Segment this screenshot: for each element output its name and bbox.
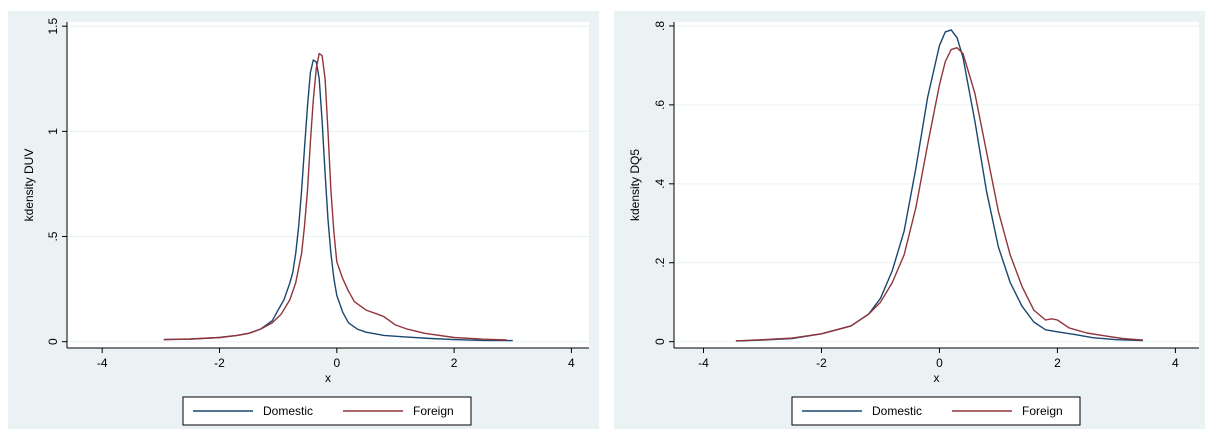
legend-label-domestic: Domestic bbox=[872, 404, 922, 418]
y-tick-label: 0 bbox=[653, 338, 667, 345]
x-tick-label: 2 bbox=[1054, 356, 1061, 370]
x-tick-label: -4 bbox=[97, 356, 108, 370]
legend-label-foreign: Foreign bbox=[413, 404, 454, 418]
y-tick-label: .5 bbox=[46, 231, 60, 241]
series-line-domestic bbox=[163, 59, 513, 342]
x-tick-label: -4 bbox=[698, 356, 709, 370]
y-axis-label: kdensity DQ5 bbox=[628, 149, 642, 221]
chart-panel-1: 0 .5 1 1.5 -4 -2 0 2 4 x kdensity DUV Domestic Forei… bbox=[8, 11, 599, 429]
legend: Domestic Foreign bbox=[182, 396, 472, 426]
plot-area bbox=[67, 22, 589, 348]
x-axis-label: x bbox=[934, 371, 940, 385]
y-tick-label: .4 bbox=[653, 178, 667, 188]
x-tick-label: -2 bbox=[214, 356, 225, 370]
x-tick-label: 0 bbox=[936, 356, 943, 370]
chart-panel-2: 0 .2 .4 .6 .8 -4 -2 0 2 4 x kdensity DQ5 Domestic For… bbox=[614, 11, 1205, 429]
legend-label-foreign: Foreign bbox=[1022, 404, 1063, 418]
series-line-foreign bbox=[735, 47, 1144, 342]
y-tick-label: 1 bbox=[46, 128, 60, 135]
y-axis-label: kdensity DUV bbox=[22, 149, 36, 222]
y-tick-label: 0 bbox=[46, 338, 60, 345]
plot-area bbox=[674, 22, 1199, 348]
x-tick-label: 0 bbox=[333, 356, 340, 370]
x-tick-label: 2 bbox=[451, 356, 458, 370]
x-tick-label: 4 bbox=[1172, 356, 1179, 370]
series-line-foreign bbox=[163, 52, 507, 341]
legend-box bbox=[791, 396, 1081, 426]
y-tick-label: .6 bbox=[653, 100, 667, 110]
y-tick-label: .8 bbox=[653, 21, 667, 31]
x-axis-label: x bbox=[325, 371, 331, 385]
x-tick-label: 4 bbox=[568, 356, 575, 370]
y-tick-label: 1.5 bbox=[46, 18, 60, 35]
x-tick-label: -2 bbox=[816, 356, 827, 370]
y-tick-label: .2 bbox=[653, 257, 667, 267]
legend: Domestic Foreign bbox=[791, 396, 1081, 426]
legend-label-domestic: Domestic bbox=[263, 404, 313, 418]
